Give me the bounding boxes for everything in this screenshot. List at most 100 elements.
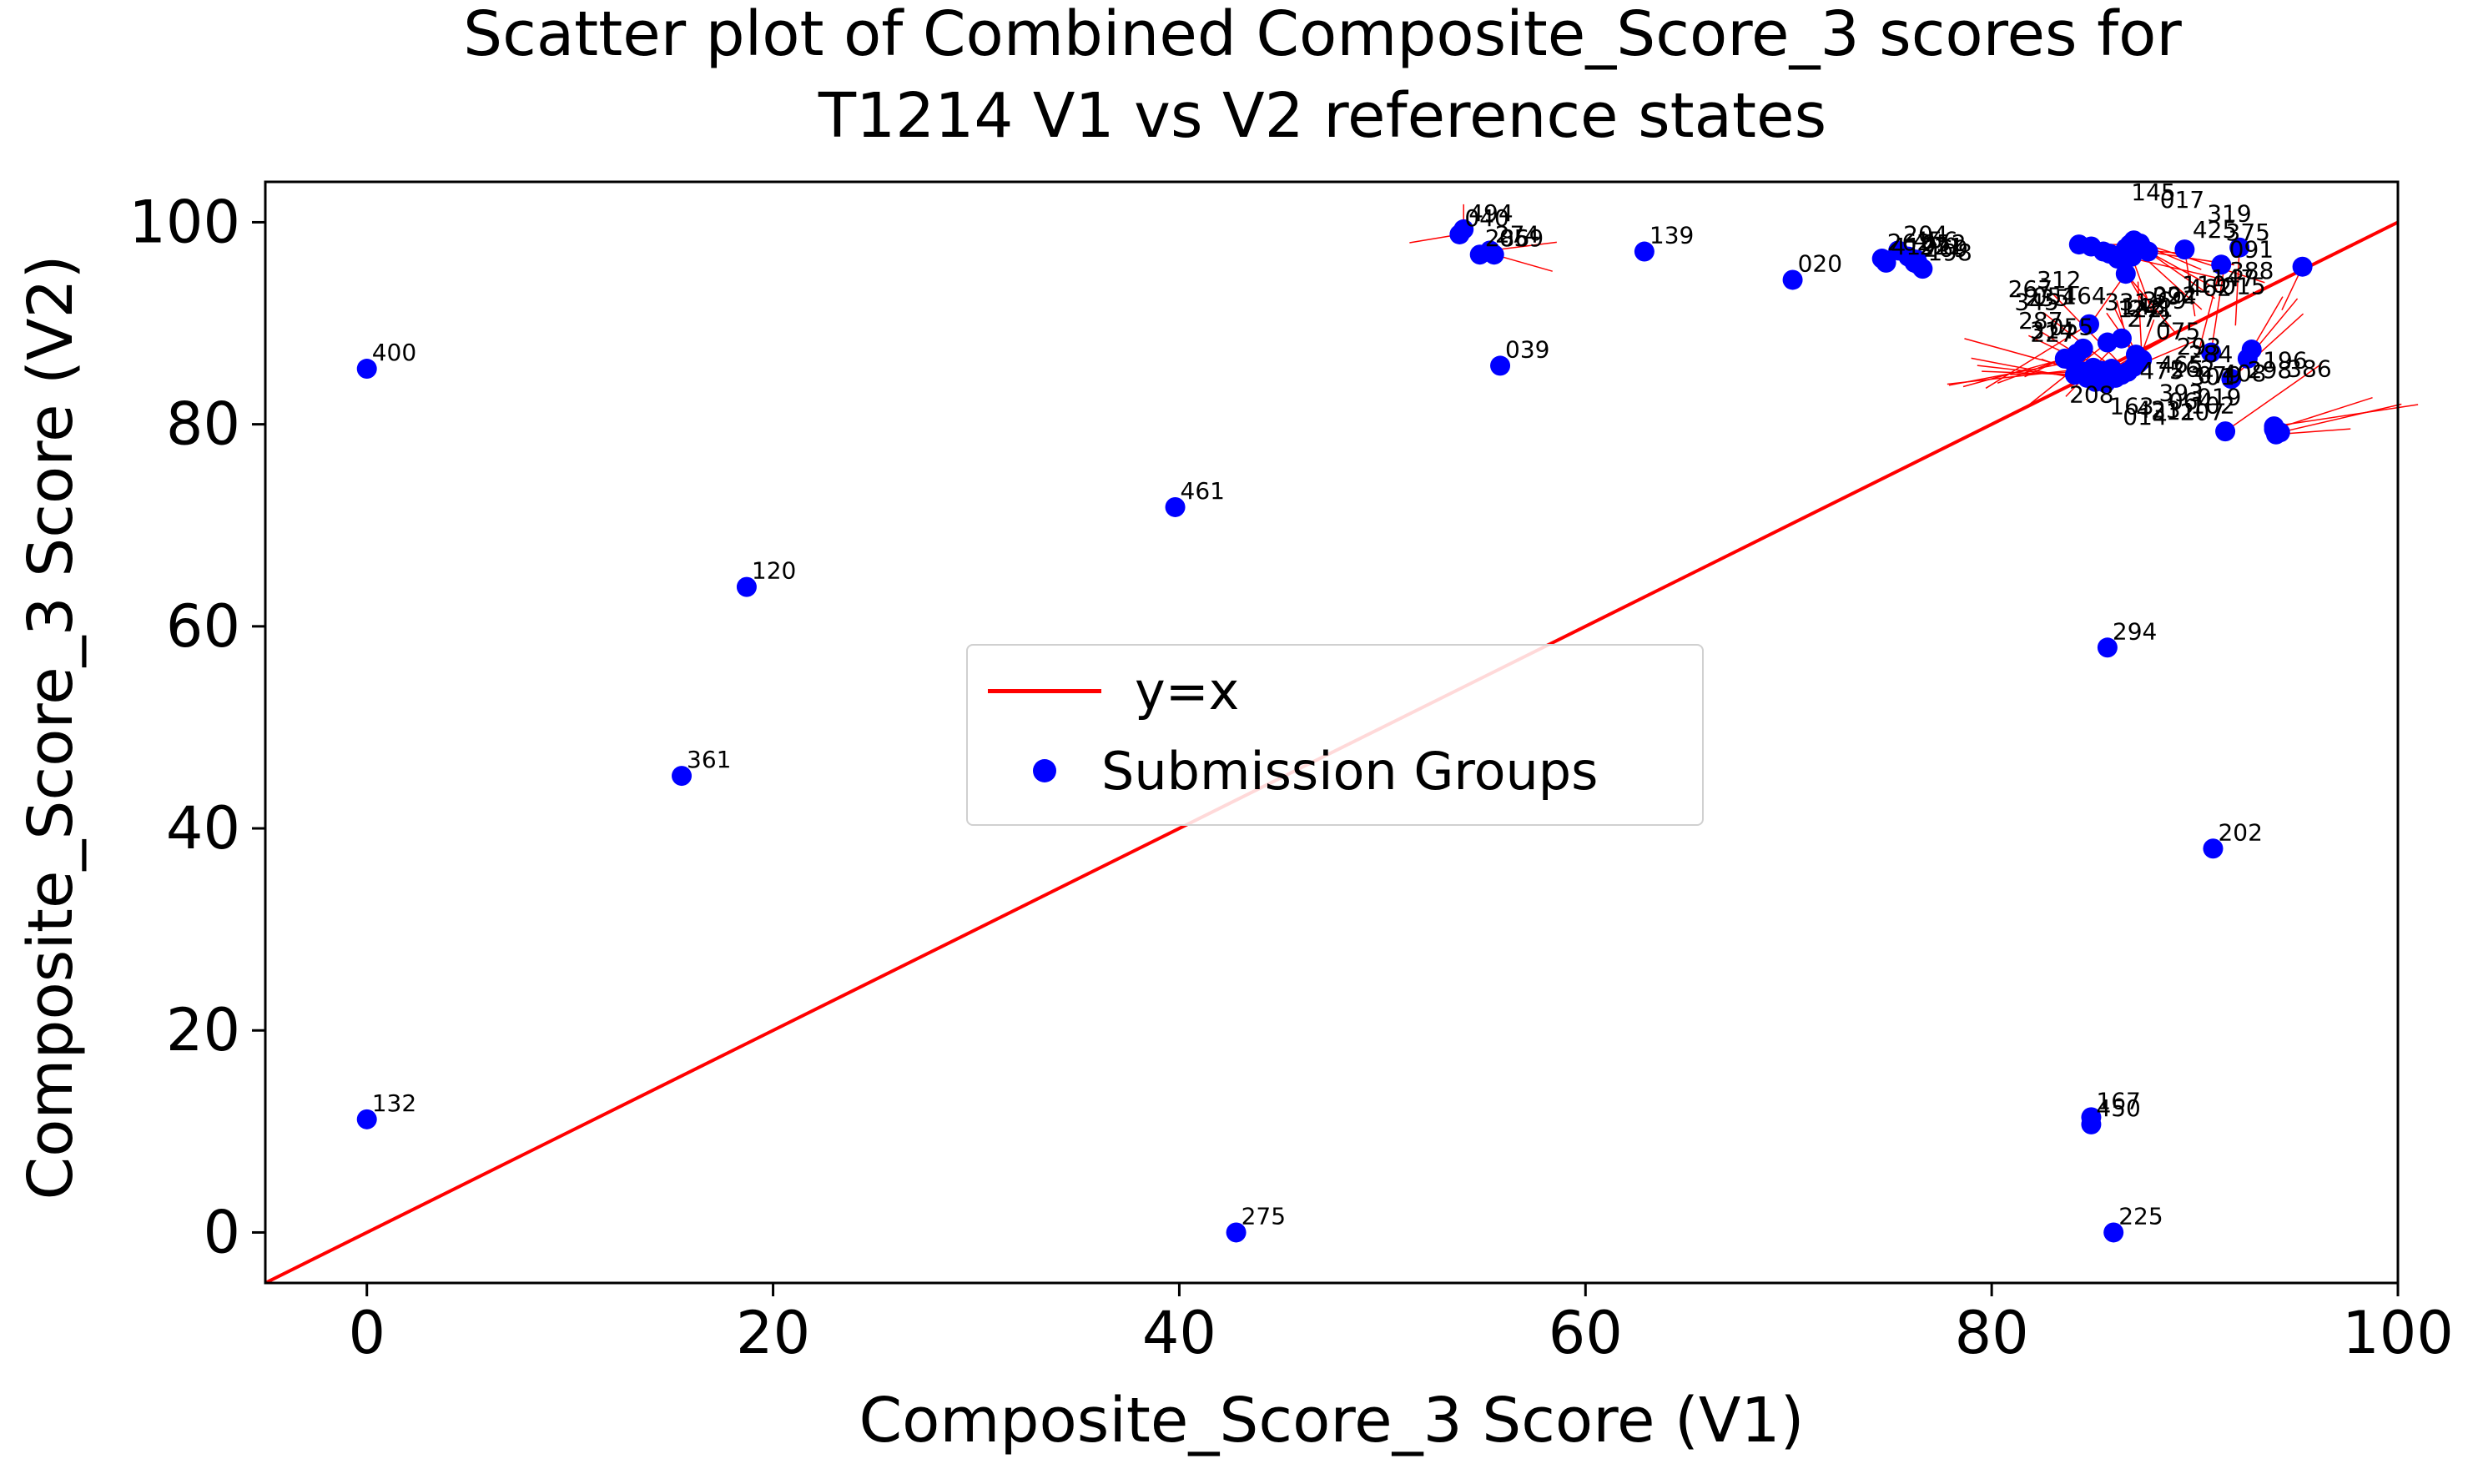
point-label: 019 — [2197, 383, 2241, 410]
y-tick-label: 40 — [166, 794, 240, 863]
chart-title-line-1: Scatter plot of Combined Composite_Score… — [463, 0, 2182, 70]
point-label: 287 — [2018, 307, 2062, 335]
data-points — [356, 219, 2313, 1243]
point-label: 294 — [2113, 617, 2157, 645]
data-point — [736, 576, 757, 597]
data-point — [2265, 424, 2286, 445]
point-label: 202 — [2218, 818, 2262, 846]
y-tick-label: 100 — [128, 188, 240, 256]
point-label: 102 — [2190, 392, 2234, 420]
data-point — [2174, 239, 2195, 260]
data-point — [1876, 252, 1896, 273]
data-point — [2292, 256, 2313, 277]
point-label: 286 — [1485, 224, 1529, 252]
point-label: 408 — [2222, 360, 2266, 387]
point-label: 139 — [1649, 222, 1694, 249]
point-label: 079 — [2197, 361, 2241, 389]
plot-area: 4001323611204612754940402742860590391390… — [128, 179, 2453, 1367]
data-point — [2115, 264, 2136, 284]
legend-points-label: Submission Groups — [1101, 740, 1599, 802]
annotation-arrow — [2148, 252, 2218, 290]
data-point — [2103, 1222, 2124, 1243]
data-point — [356, 359, 377, 380]
point-label: 394 — [2152, 283, 2196, 310]
point-label: 274 — [1495, 220, 1539, 248]
point-label: 269 — [1924, 234, 1968, 262]
point-label: 298 — [2248, 356, 2292, 384]
y-tick-label: 60 — [166, 592, 240, 661]
legend-entry-line: y=x — [988, 661, 1239, 722]
point-label: 267 — [2008, 275, 2052, 303]
data-point — [2203, 838, 2224, 859]
point-label: 221 — [1920, 233, 1964, 260]
annotation-arrow — [2252, 296, 2284, 350]
point-label: 393 — [2159, 379, 2204, 406]
point-label: 425 — [2193, 216, 2237, 244]
point-label: 388 — [2229, 257, 2274, 284]
data-point — [2078, 314, 2099, 335]
point-label: 059 — [1499, 224, 1544, 252]
point-label: 055 — [2049, 314, 2093, 341]
point-label: 208 — [2069, 380, 2113, 408]
point-label: 400 — [372, 339, 416, 366]
point-label: 423 — [2136, 395, 2180, 423]
data-point — [2108, 364, 2128, 385]
y-axis-ticks: 0 20 40 60 80 100 — [128, 188, 265, 1266]
point-label: 314 — [2030, 317, 2074, 345]
point-label: 091 — [2229, 236, 2274, 264]
point-label: 110 — [2182, 271, 2226, 299]
y-tick-label: 20 — [166, 996, 240, 1064]
point-label: 227 — [2030, 320, 2074, 348]
point-label: 241 — [2128, 295, 2173, 323]
point-label: 361 — [687, 746, 731, 773]
point-label: 075 — [2156, 318, 2200, 345]
data-point — [672, 766, 693, 787]
legend-entry-points: Submission Groups — [988, 741, 1598, 802]
data-point — [2221, 369, 2242, 390]
data-point — [2215, 421, 2236, 442]
data-point — [1634, 241, 1655, 262]
point-label: 419 — [1891, 233, 1936, 260]
point-label: 319 — [2207, 199, 2251, 227]
point-label: 375 — [2226, 219, 2270, 246]
legend-line-swatch — [988, 688, 1101, 693]
point-label: 331 — [2104, 288, 2148, 315]
data-point — [1904, 252, 1925, 273]
point-label: 461 — [1181, 477, 1225, 505]
point-label: 132 — [372, 1089, 416, 1117]
y-tick-label: 0 — [203, 1198, 240, 1266]
point-label: 207 — [2180, 398, 2224, 425]
point-label: 456 — [1913, 227, 1957, 254]
point-label: 017 — [2160, 186, 2204, 214]
point-label: 284 — [2188, 340, 2233, 368]
data-point — [1483, 244, 1504, 265]
annotation-arrow — [1494, 254, 1553, 272]
x-axis-ticks: 0 20 40 60 80 100 — [348, 1283, 2454, 1367]
legend-point-swatch — [1033, 759, 1056, 782]
point-label: 450 — [2096, 1094, 2140, 1122]
annotation-arrow — [2225, 363, 2323, 431]
annotation-arrow — [2211, 264, 2226, 352]
data-point — [356, 1109, 377, 1129]
point-label: 312 — [2037, 266, 2081, 294]
annotation-arrow — [2184, 249, 2196, 317]
annotation-arrow — [2198, 264, 2221, 354]
point-label: 147 — [2211, 264, 2255, 292]
y-axis-label: Composite_Score_3 Score (V2) — [15, 254, 87, 1200]
point-label: 051 — [2032, 282, 2077, 309]
annotation-arrow — [2280, 403, 2402, 433]
data-point — [2122, 246, 2143, 267]
point-label: 204 — [1903, 220, 1947, 248]
point-label: 014 — [2123, 403, 2167, 430]
point-label: 148 — [2121, 293, 2165, 320]
data-point — [2097, 637, 2118, 658]
point-label: 225 — [2118, 1202, 2163, 1230]
point-label: 235 — [2025, 284, 2069, 311]
x-axis-label: Composite_Score_3 Score (V1) — [859, 1385, 1804, 1456]
point-label: 040 — [1464, 204, 1508, 232]
point-label: 462 — [2188, 274, 2232, 301]
point-label: 015 — [2221, 272, 2265, 299]
